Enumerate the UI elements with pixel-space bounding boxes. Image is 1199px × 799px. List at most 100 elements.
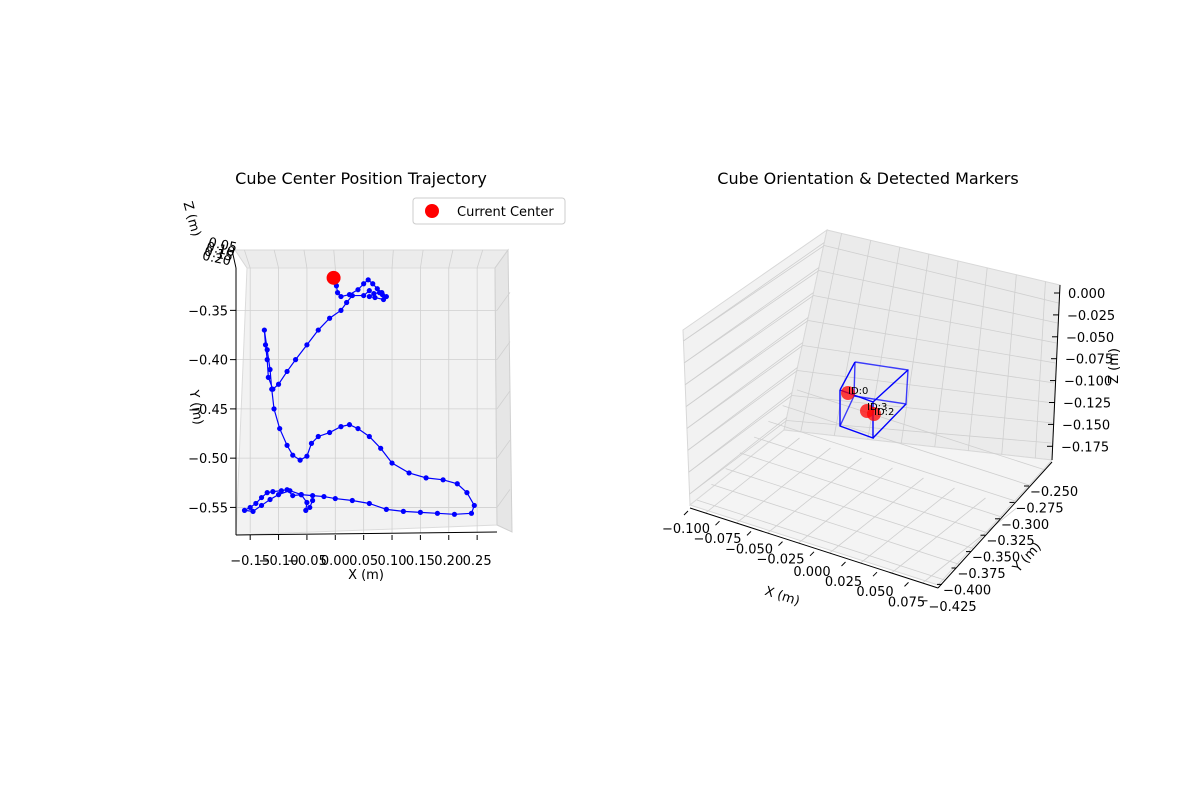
- trajectory-point-16: [264, 347, 270, 353]
- right-floor-grid-x-4: [829, 477, 924, 554]
- trajectory-point-44: [400, 508, 406, 514]
- right-left-grid-z-4: [686, 345, 804, 429]
- right-left-grid-y-5: [684, 292, 814, 386]
- trajectory-loop-point-15: [371, 291, 377, 297]
- trajectory-loop-point-17: [379, 292, 385, 298]
- right-floor-grid-y-3: [739, 452, 988, 534]
- right-ztick-label-0: 0.000: [1068, 287, 1105, 302]
- right-ztick-label-4: −0.100: [1064, 375, 1112, 390]
- left-x-ticks: −0.15−0.10−0.050.00 0.05 0.10 0.15 0.20 0.25: [230, 535, 492, 569]
- legend-label-current-center: Current Center: [457, 205, 554, 220]
- legend-box: [412, 197, 566, 225]
- marker-label-id-2: ID:2: [874, 407, 894, 418]
- trajectory-point-37: [454, 481, 460, 487]
- right-left-grid-z-5: [687, 370, 798, 451]
- left-x-axis-label: X (m): [348, 568, 384, 583]
- trajectory-point-41: [451, 511, 458, 517]
- right-grid: [683, 233, 1059, 584]
- left-chart-title: Cube Center Position Trajectory: [235, 169, 487, 188]
- right-xtick-mark-6: [872, 571, 878, 577]
- right-back-grid-z-1: [818, 270, 1058, 324]
- left-y-ticks: −0.35 −0.40 −0.45 −0.50 −0.55: [188, 304, 236, 516]
- trajectory-point-38: [464, 490, 470, 496]
- trajectory-loop-point-8: [370, 281, 376, 287]
- right-floor-grid-x-1: [736, 447, 831, 524]
- trajectory-loop-point-13: [372, 294, 378, 301]
- left-gridline-yside-0: [496, 292, 511, 311]
- detected-markers: ID:0 ID:3 ID:2: [841, 386, 894, 421]
- left-legend: Current Center: [412, 197, 566, 225]
- trajectory-point-9: [284, 368, 290, 375]
- trajectory-loop-point-6: [361, 281, 367, 287]
- right-z-ticks: 0.000 −0.025 −0.050 −0.075 −0.100 −0.125 −0.15…: [1047, 287, 1115, 455]
- left-ytick-label-0: −0.35: [188, 304, 228, 319]
- right-xtick-label-3: −0.025: [756, 553, 804, 568]
- trajectory-point-1: [361, 292, 367, 299]
- trajectory-point-36: [440, 477, 446, 483]
- right-xtick-label-4: 0.000: [793, 565, 830, 580]
- marker-id-0: [841, 386, 855, 400]
- right-xtick-mark-4: [809, 551, 815, 557]
- legend-marker-current-center: [425, 204, 439, 218]
- right-ytick-label-4: −0.350: [972, 551, 1020, 566]
- trajectory-point-8: [292, 357, 299, 363]
- left-xtick-label-7: 0.20: [434, 554, 463, 569]
- right-floor-grid-y-4: [754, 436, 1003, 518]
- left-xtick-label-2: −0.05: [287, 554, 327, 569]
- trajectory-point-59: [247, 504, 253, 511]
- right-xtick-mark-2: [746, 531, 752, 536]
- trajectory-point-42: [434, 510, 441, 516]
- left-z-ticks: 0.050.100.150.20: [201, 235, 238, 269]
- trajectory-point-65: [287, 488, 293, 494]
- left-ytick-label-3: −0.50: [188, 452, 228, 467]
- right-y-ticks: −0.250−0.275−0.300−0.325−0.350−0.375−0.4…: [922, 485, 1078, 615]
- trajectory-point-68: [303, 507, 309, 513]
- right-ytick-label-2: −0.300: [1001, 518, 1049, 533]
- right-floor-grid-x-7: [922, 507, 1017, 584]
- right-floor-grid-x-0: [705, 437, 800, 514]
- trajectory-point-48: [332, 495, 338, 502]
- right-floor-grid-y-2: [725, 468, 974, 550]
- left-xtick-label-4: 0.05: [349, 554, 378, 569]
- right-floor-grid-x-6: [891, 497, 986, 574]
- trajectory-series: [241, 270, 477, 517]
- trajectory-point-30: [355, 425, 361, 432]
- trajectory-point-39: [471, 502, 477, 509]
- left-gridline-yside-2: [496, 390, 511, 410]
- right-floor-grid-x-3: [798, 467, 893, 544]
- right-x-axis-line: [689, 507, 939, 589]
- trajectory-point-40: [468, 510, 475, 516]
- trajectory-point-32: [378, 445, 384, 451]
- right-z-axis-label: Z (m): [1107, 348, 1122, 384]
- trajectory-point-21: [284, 442, 290, 448]
- right-left-grid-y-4: [685, 317, 809, 407]
- right-xtick-mark-7: [904, 582, 909, 587]
- right-ztick-label-1: −0.025: [1067, 309, 1115, 324]
- trajectory-point-57: [258, 494, 265, 501]
- trajectory-point-64: [275, 492, 282, 498]
- cube-edge-back: [853, 361, 909, 405]
- left-gridline-xtop-5: [391, 249, 394, 269]
- cube-edge-link-3: [872, 403, 907, 439]
- trajectory-point-60: [241, 507, 248, 513]
- right-ytick-label-3: −0.325: [987, 534, 1035, 549]
- right-x-ticks: −0.100−0.075−0.050−0.0250.0000.0250.0500…: [662, 510, 925, 610]
- right-left-grid-y-6: [684, 267, 820, 364]
- orientation-chart: Cube Orientation & Detected Markers −0.1…: [662, 169, 1122, 615]
- right-xtick-mark-0: [683, 510, 689, 516]
- right-left-grid-y-3: [686, 342, 804, 429]
- trajectory-point-24: [304, 453, 310, 459]
- left-gridline-yside-4: [496, 489, 511, 508]
- trajectory-point-6: [315, 327, 321, 333]
- right-back-grid-z-0: [824, 245, 1059, 304]
- trajectory-point-3: [344, 299, 350, 306]
- right-floor-grid-y-0: [697, 499, 946, 581]
- left-ytick-label-2: −0.45: [188, 403, 228, 418]
- trajectory-point-20: [277, 425, 283, 432]
- trajectory-point-45: [383, 506, 389, 512]
- trajectory-loop-point-7: [365, 277, 371, 283]
- left-z-axis-label: Z (m): [179, 200, 203, 239]
- trajectory-point-70: [309, 497, 316, 504]
- left-ztick-label-0: 0.05: [207, 235, 238, 256]
